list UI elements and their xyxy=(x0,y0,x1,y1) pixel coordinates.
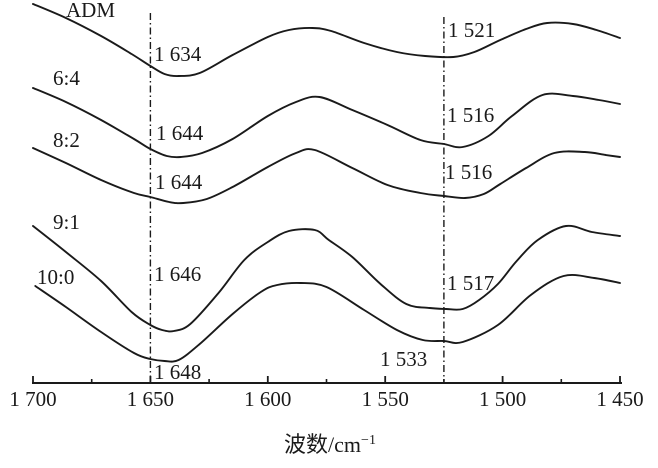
peak-label-10:0-1 648: 1 648 xyxy=(154,360,201,384)
series-label-ADM: ADM xyxy=(66,0,115,22)
peak-label-6:4-1 516: 1 516 xyxy=(447,103,494,127)
x-axis-tick-label-1600: 1 600 xyxy=(244,387,291,411)
annotations-group: ADM 1 634 1 521 6:4 1 644 1 516 8:2 1 644 1 516 9… xyxy=(37,0,495,384)
peak-label-10:0-1 533: 1 533 xyxy=(380,347,427,371)
x-axis-title: 波数/cm−1 xyxy=(284,432,376,457)
x-axis-group: 1 700 1 650 1 600 1 550 1 500 1 450 xyxy=(9,376,644,411)
spectrum-curve-10:0 xyxy=(34,274,621,363)
peak-label-9:1-1 646: 1 646 xyxy=(154,262,201,286)
spectrum-curve-6:4 xyxy=(32,87,621,159)
peak-label-ADM-1 634: 1 634 xyxy=(154,42,202,66)
series-label-10:0: 10:0 xyxy=(37,265,74,289)
peak-label-6:4-1 644: 1 644 xyxy=(156,121,204,145)
x-axis-tick-label-1700: 1 700 xyxy=(9,387,56,411)
series-label-9:1: 9:1 xyxy=(53,210,80,234)
spectrum-curve-9:1 xyxy=(32,224,621,333)
spectrum-curve-8:2 xyxy=(32,147,621,205)
series-label-8:2: 8:2 xyxy=(53,128,80,152)
x-axis-tick-label-1500: 1 500 xyxy=(479,387,526,411)
peak-label-8:2-1 644: 1 644 xyxy=(155,170,203,194)
series-label-6:4: 6:4 xyxy=(53,66,80,90)
peak-label-9:1-1 517: 1 517 xyxy=(447,271,494,295)
spectra-curves-group xyxy=(32,3,621,363)
x-axis-tick-label-1550: 1 550 xyxy=(362,387,409,411)
x-axis-title-base: 波数/cm xyxy=(284,432,361,457)
peak-label-8:2-1 516: 1 516 xyxy=(445,160,492,184)
spectrum-curve-ADM xyxy=(32,3,621,77)
x-axis-tick-label-1450: 1 450 xyxy=(596,387,643,411)
x-axis-tick-label-1650: 1 650 xyxy=(127,387,174,411)
reference-lines-group xyxy=(149,13,445,381)
peak-label-ADM-1 521: 1 521 xyxy=(448,18,495,42)
x-axis-title-superscript: −1 xyxy=(361,433,376,448)
